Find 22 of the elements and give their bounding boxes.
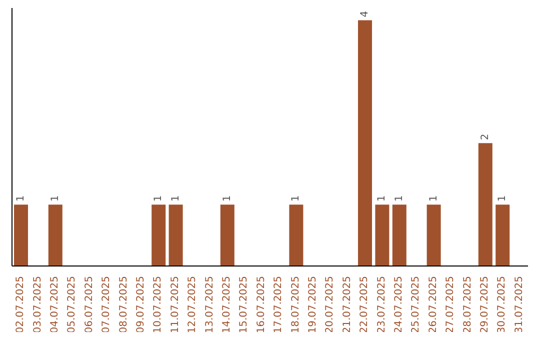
x-tick-label: 14.07.2025 xyxy=(222,276,232,334)
x-tick-label: 16.07.2025 xyxy=(256,276,267,334)
data-label: 4 xyxy=(360,10,370,18)
data-label: 1 xyxy=(428,195,440,202)
data-label: 1 xyxy=(222,195,233,202)
data-label: 1 xyxy=(170,195,182,202)
data-label: 1 xyxy=(497,195,508,202)
data-label: 1 xyxy=(376,195,388,202)
x-tick-label: 15.07.2025 xyxy=(238,276,250,334)
x-tick-label: 17.07.2025 xyxy=(273,276,284,334)
x-tick-label: 12.07.2025 xyxy=(187,276,198,334)
x-tick-label: 10.07.2025 xyxy=(152,276,164,334)
data-label: 1 xyxy=(290,195,302,202)
data-label: 2 xyxy=(480,134,491,140)
x-tick-label: 13.07.2025 xyxy=(204,276,216,334)
x-tick-label: 11.07.2025 xyxy=(170,276,181,334)
data-label: 1 xyxy=(394,195,405,202)
data-label: 1 xyxy=(153,195,164,202)
x-tick-label: 18.07.2025 xyxy=(290,276,302,334)
data-label: 1 xyxy=(50,195,61,202)
data-label: 1 xyxy=(16,195,26,202)
x-tick-label: 19.07.2025 xyxy=(308,276,318,334)
